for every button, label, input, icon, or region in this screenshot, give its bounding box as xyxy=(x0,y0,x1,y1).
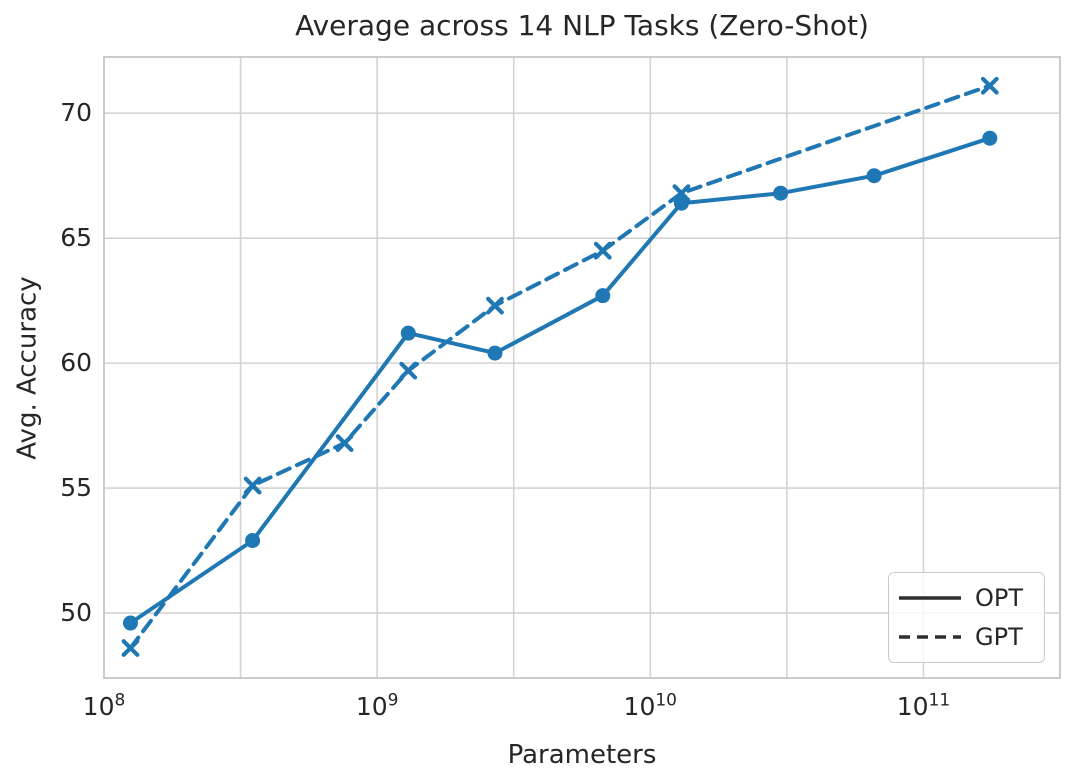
gpt-data-point-marker xyxy=(335,434,354,452)
x-tick-label-1e8: 108 xyxy=(44,692,164,722)
gpt-data-point-marker xyxy=(399,361,418,380)
legend-label: GPT xyxy=(975,623,1023,651)
opt-data-point-marker xyxy=(866,168,882,184)
gpt-data-point-marker xyxy=(980,76,999,95)
x-tick-label-1e10: 1010 xyxy=(590,692,710,722)
opt-data-point-marker xyxy=(487,345,503,361)
x-tick-exponent: 8 xyxy=(114,690,126,711)
y-tick-label-70: 70 xyxy=(60,98,92,128)
x-axis-label: Parameters xyxy=(507,740,657,770)
x-tick-base: 10 xyxy=(82,692,115,721)
gpt-data-point-marker xyxy=(121,639,140,657)
x-tick-base: 10 xyxy=(355,692,388,721)
x-tick-label-1e11: 1011 xyxy=(863,692,983,722)
x-tick-exponent: 10 xyxy=(655,690,677,711)
gpt-series-line xyxy=(128,83,992,650)
opt-data-point-marker xyxy=(595,288,611,304)
chart-title: Average across 14 NLP Tasks (Zero-Shot) xyxy=(295,9,869,42)
x-tick-base: 10 xyxy=(623,692,656,721)
opt-data-point-marker xyxy=(773,185,789,201)
x-tick-base: 10 xyxy=(896,692,929,721)
opt-data-point-marker xyxy=(982,130,998,146)
legend-opt-line-sample xyxy=(899,596,961,600)
opt-data-point-marker xyxy=(400,325,416,341)
gpt-data-point-marker xyxy=(486,296,504,315)
x-tick-label-1e9: 109 xyxy=(317,692,437,722)
gpt-data-point-marker xyxy=(593,241,612,260)
legend-item-gpt: GPT xyxy=(899,623,1036,651)
y-tick-label-55: 55 xyxy=(60,473,92,503)
y-tick-label-65: 65 xyxy=(60,223,92,253)
x-tick-exponent: 11 xyxy=(928,690,951,711)
y-tick-label-50: 50 xyxy=(60,598,92,628)
gpt-data-point-marker xyxy=(243,476,262,495)
legend-gpt-line-sample xyxy=(899,635,961,639)
gpt-data-point-marker xyxy=(672,184,691,203)
opt-data-point-marker xyxy=(245,533,261,549)
legend: OPT GPT xyxy=(888,572,1045,663)
legend-label: OPT xyxy=(975,584,1024,612)
opt-data-point-marker xyxy=(122,615,138,631)
y-tick-label-60: 60 xyxy=(60,348,92,378)
plot-spines xyxy=(103,56,1061,679)
x-tick-exponent: 9 xyxy=(387,690,399,711)
legend-item-opt: OPT xyxy=(899,584,1036,612)
